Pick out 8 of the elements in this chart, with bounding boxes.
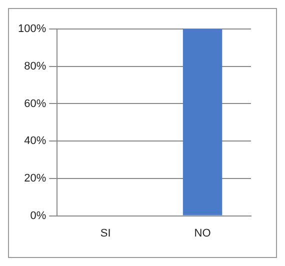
y-tick-label: 20% xyxy=(24,172,46,184)
y-tick-label: 60% xyxy=(24,98,46,110)
y-tick-label: 100% xyxy=(18,23,46,36)
y-tick-label: 40% xyxy=(24,135,46,148)
x-tick-label: SI xyxy=(100,227,111,240)
y-tick-label: 0% xyxy=(30,210,46,222)
y-tick-label: 80% xyxy=(24,60,46,72)
x-tick-label: NO xyxy=(194,227,212,240)
